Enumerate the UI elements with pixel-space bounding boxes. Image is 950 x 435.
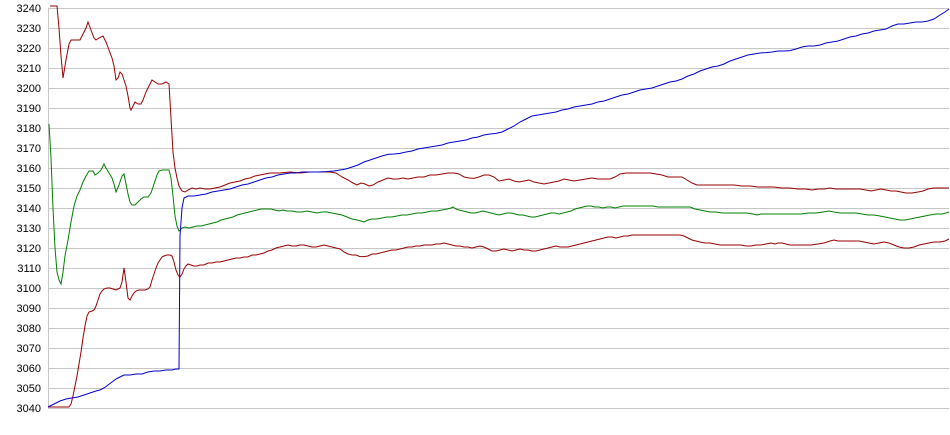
y-axis-tick-label: 3190 (17, 103, 41, 115)
y-axis-tick-label: 3230 (17, 23, 41, 35)
series-line-blue (47, 8, 950, 408)
y-axis-tick-label: 3100 (17, 283, 41, 295)
y-axis-tick-label: 3170 (17, 143, 41, 155)
y-axis-tick-label: 3200 (17, 83, 41, 95)
y-axis-tick-label: 3150 (17, 183, 41, 195)
y-axis-tick-label: 3220 (17, 43, 41, 55)
y-axis-tick-label: 3110 (17, 263, 41, 275)
y-axis-tick-label: 3210 (17, 63, 41, 75)
series-line-lower-red (48, 234, 950, 408)
y-axis-tick-label: 3240 (17, 3, 41, 15)
series-line-upper-red (50, 5, 949, 194)
y-axis-tick-label: 3090 (17, 303, 41, 315)
y-axis-tick-label: 3040 (17, 403, 41, 415)
y-axis-tick-label: 3050 (17, 383, 41, 395)
y-axis-tick-label: 3080 (17, 323, 41, 335)
y-axis-tick-label: 3070 (17, 343, 41, 355)
y-axis-tick-label: 3060 (17, 363, 41, 375)
series-line-green (48, 123, 950, 286)
y-axis-tick-label: 3180 (17, 123, 41, 135)
y-axis-tick-label: 3120 (17, 243, 41, 255)
y-axis-tick-label: 3130 (17, 223, 41, 235)
y-axis-tick-label: 3160 (17, 163, 41, 175)
y-axis-tick-label: 3140 (17, 203, 41, 215)
